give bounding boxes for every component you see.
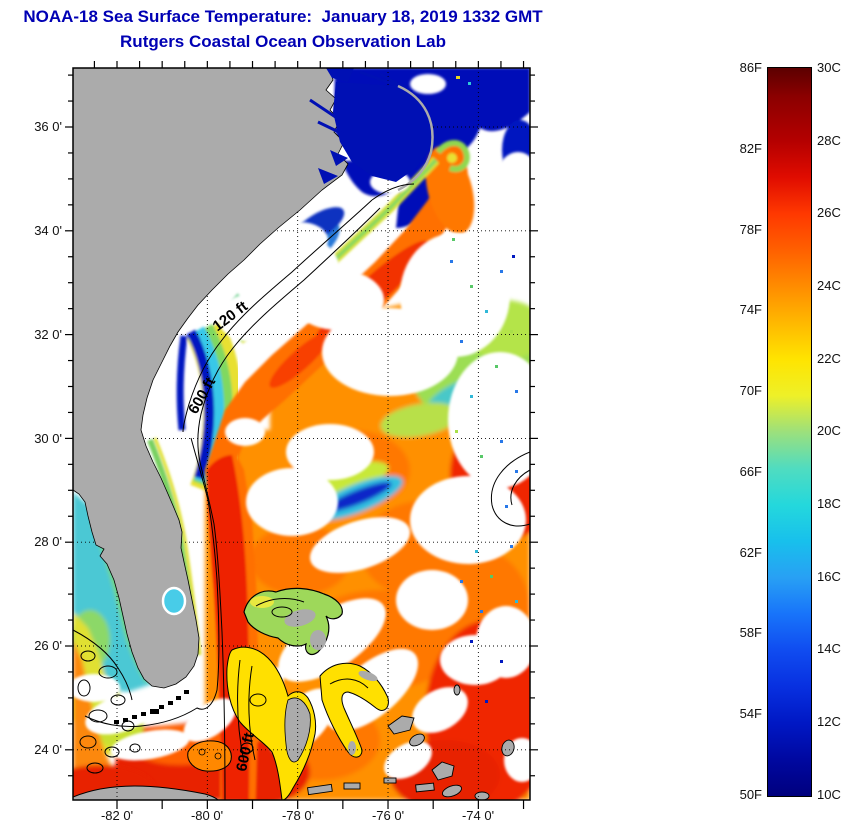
x-tick-label: -82 0' [100, 808, 134, 823]
colorbar-c-label: 18C [817, 496, 841, 511]
y-tick-label: 26 0' [34, 638, 62, 653]
temperature-colorbar [767, 67, 812, 797]
y-tick-label: 24 0' [34, 742, 62, 757]
colorbar-f-label: 86F [739, 60, 762, 75]
colorbar-f-label: 70F [739, 383, 762, 398]
colorbar-f-label: 82F [739, 141, 762, 156]
colorbar-c-label: 10C [817, 787, 841, 802]
map-title: NOAA-18 Sea Surface Temperature: January… [23, 7, 543, 26]
chesapeake-mouth [326, 68, 354, 82]
mainland-land [73, 68, 434, 724]
colorbar-c-label: 16C [817, 569, 841, 584]
colorbar-f-label: 74F [739, 302, 762, 317]
x-tick-label: -78 0' [281, 808, 315, 823]
colorbar-c-label: 26C [817, 205, 841, 220]
map-subtitle: Rutgers Coastal Ocean Observation Lab [120, 32, 446, 51]
colorbar-f-label: 50F [739, 787, 762, 802]
pamlico-sound [333, 82, 432, 182]
bathymetry-contours [73, 183, 530, 800]
title-block: NOAA-18 Sea Surface Temperature: January… [0, 4, 566, 54]
colorbar-f-label: 78F [739, 222, 762, 237]
y-tick-label: 28 0' [34, 534, 62, 549]
lake-okeechobee [161, 586, 187, 616]
colorbar-c-label: 14C [817, 641, 841, 656]
bahamas-banks [73, 587, 515, 800]
y-tick-label: 30 0' [34, 431, 62, 446]
cuba-land [73, 785, 219, 800]
x-tick-label: -76 0' [371, 808, 405, 823]
y-tick-label: 32 0' [34, 327, 62, 342]
map-frame [72, 67, 531, 801]
colorbar-c-label: 30C [817, 60, 841, 75]
x-tick-label: -74 0' [461, 808, 495, 823]
colorbar-f-label: 58F [739, 625, 762, 640]
outer-banks [397, 84, 434, 192]
y-tick-label: 34 0' [34, 223, 62, 238]
sst-map: 120 ft 600 ft 600 ft [65, 61, 538, 809]
colorbar-f-label: 54F [739, 706, 762, 721]
colorbar-c-label: 28C [817, 133, 841, 148]
colorbar-c-label: 24C [817, 278, 841, 293]
colorbar-f-label: 66F [739, 464, 762, 479]
colorbar-c-label: 22C [817, 351, 841, 366]
colorbar-c-label: 12C [817, 714, 841, 729]
colorbar-f-label: 62F [739, 545, 762, 560]
y-tick-label: 36 0' [34, 119, 62, 134]
florida-keys [114, 690, 189, 724]
colorbar-c-label: 20C [817, 423, 841, 438]
axis-ticks [65, 61, 538, 809]
x-tick-label: -80 0' [190, 808, 224, 823]
cloud-mask [73, 74, 530, 782]
